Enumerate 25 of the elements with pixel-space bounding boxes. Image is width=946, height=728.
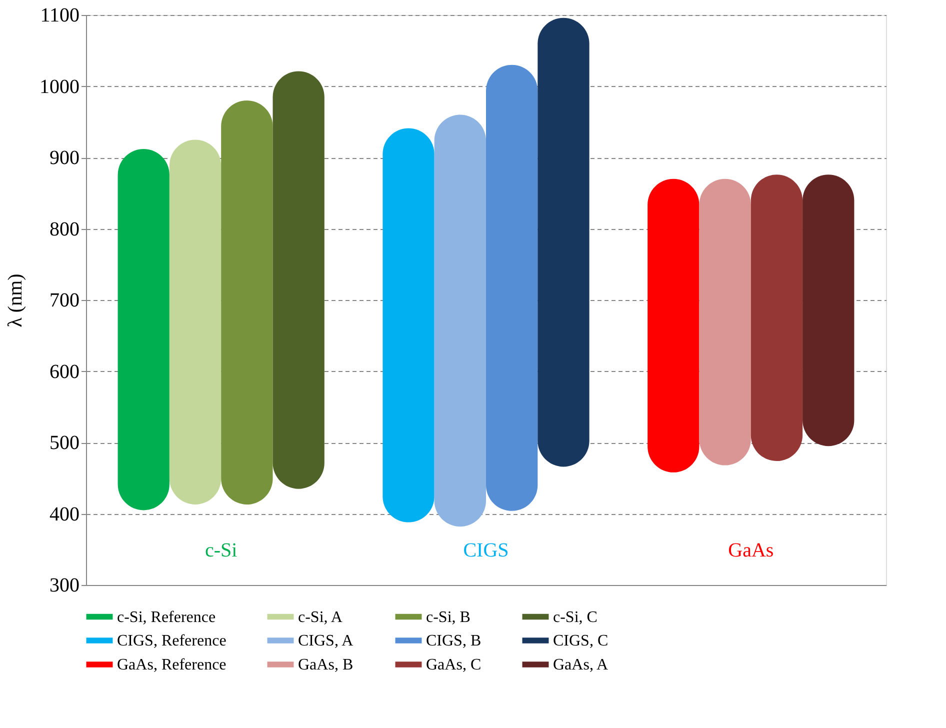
legend-label: GaAs, Reference: [117, 656, 226, 674]
legend-label: CIGS, B: [426, 632, 482, 650]
legend-label: CIGS, A: [298, 632, 354, 650]
y-tick-label: 900: [50, 147, 80, 169]
y-tick-label: 1100: [40, 4, 80, 26]
y-tick-label: 600: [50, 360, 80, 383]
legend-label: c-Si, C: [553, 608, 598, 626]
legend-label: GaAs, C: [426, 656, 482, 674]
legend-label: CIGS, C: [553, 632, 608, 650]
legend-label: c-Si, B: [426, 608, 470, 626]
x-tick-label: CIGS: [463, 540, 509, 562]
legend-label: CIGS, Reference: [117, 632, 226, 650]
x-tick-label: c-Si: [204, 540, 238, 562]
y-tick-label: 700: [50, 290, 80, 312]
legend-label: c-Si, Reference: [117, 608, 216, 626]
y-axis-title: λ (nm): [4, 274, 26, 328]
legend-label: c-Si, A: [298, 608, 343, 626]
legend-label: GaAs, A: [553, 656, 609, 674]
legend-label: GaAs, B: [298, 656, 354, 674]
y-tick-label: 500: [50, 432, 80, 454]
x-tick-label: GaAs: [728, 540, 774, 562]
y-tick-label: 400: [50, 503, 80, 526]
y-tick-label: 800: [50, 218, 80, 240]
y-tick-label: 1000: [40, 76, 80, 98]
y-tick-label: 300: [50, 574, 80, 596]
